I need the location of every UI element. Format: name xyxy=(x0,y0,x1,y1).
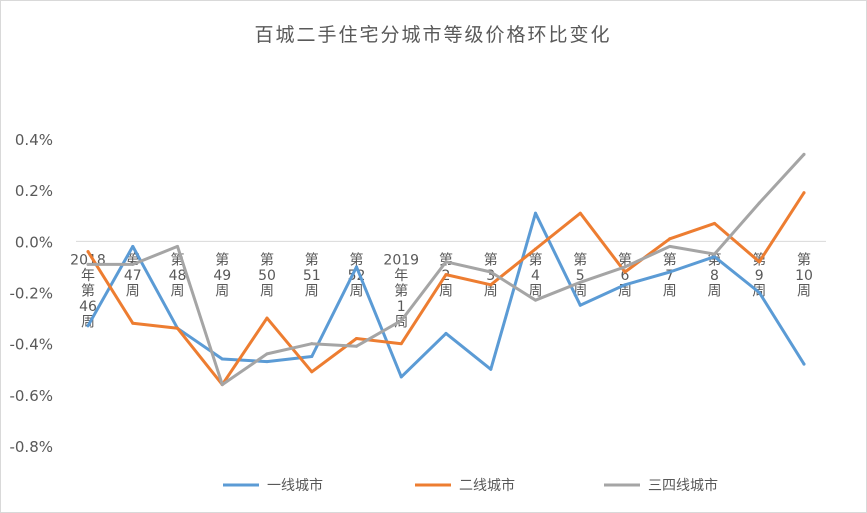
data-point xyxy=(489,283,493,287)
y-tick-label: 0.0% xyxy=(15,233,53,251)
data-point xyxy=(668,270,672,274)
data-point xyxy=(355,265,358,269)
data-point xyxy=(534,247,537,251)
data-point xyxy=(489,367,493,371)
data-point xyxy=(713,221,716,225)
data-point xyxy=(623,270,627,274)
data-point xyxy=(757,201,761,205)
data-point xyxy=(176,244,179,248)
data-point xyxy=(623,283,627,287)
data-point xyxy=(399,342,403,346)
data-point xyxy=(802,362,806,366)
data-point xyxy=(623,265,627,269)
x-tick-label: 第 10 周 xyxy=(795,251,813,299)
data-point xyxy=(131,262,135,266)
data-point xyxy=(310,342,314,346)
x-tick-label: 第 50 周 xyxy=(258,251,276,299)
x-tick-label: 第 51 周 xyxy=(303,251,321,299)
series-layer xyxy=(86,152,806,387)
data-point xyxy=(86,262,90,266)
data-point xyxy=(668,237,672,241)
data-point xyxy=(220,383,224,387)
legend: 一线城市 二线城市 三四线城市 xyxy=(223,477,718,494)
chart-title: 百城二手住宅分城市等级价格环比变化 xyxy=(254,24,611,46)
data-point xyxy=(310,354,314,358)
data-point xyxy=(220,357,224,361)
data-point xyxy=(176,326,179,330)
legend-label: 一线城市 xyxy=(267,477,323,494)
data-point xyxy=(578,280,582,284)
legend-item: 一线城市 xyxy=(223,477,323,494)
data-point xyxy=(668,244,672,248)
data-point xyxy=(578,211,582,215)
data-point xyxy=(713,252,716,256)
y-axis: 0.4% 0.2% 0.0% -0.2% -0.4% -0.6% -0.8% xyxy=(9,131,826,456)
data-point xyxy=(265,316,269,320)
data-point xyxy=(265,360,269,364)
y-tick-label: -0.8% xyxy=(9,438,53,456)
y-tick-label: -0.4% xyxy=(9,336,53,354)
y-tick-label: -0.6% xyxy=(9,387,53,405)
x-tick-label: 第 49 周 xyxy=(213,251,231,299)
legend-label: 二线城市 xyxy=(459,477,515,494)
data-point xyxy=(355,344,358,348)
data-point xyxy=(757,291,761,294)
data-point xyxy=(131,244,135,248)
data-point xyxy=(310,370,314,374)
data-point xyxy=(444,260,448,264)
y-tick-label: -0.2% xyxy=(9,285,53,303)
data-point xyxy=(757,260,761,264)
data-point xyxy=(399,375,403,379)
data-point xyxy=(355,337,358,341)
data-point xyxy=(86,324,90,328)
y-tick-label: 0.4% xyxy=(15,131,53,149)
legend-label: 三四线城市 xyxy=(648,477,718,494)
data-point xyxy=(578,303,582,307)
x-tick-label: 第 48 周 xyxy=(169,251,187,299)
data-point xyxy=(131,321,135,325)
data-point xyxy=(713,255,716,259)
data-point xyxy=(802,191,806,195)
y-tick-label: 0.2% xyxy=(15,182,53,200)
data-point xyxy=(265,352,269,356)
x-tick-label: 第 52 周 xyxy=(348,251,366,299)
data-point xyxy=(86,250,90,254)
data-point xyxy=(399,319,403,323)
legend-item: 二线城市 xyxy=(415,477,515,494)
data-point xyxy=(534,298,537,302)
data-point xyxy=(489,270,493,274)
data-point xyxy=(534,211,537,215)
legend-item: 三四线城市 xyxy=(604,477,718,494)
data-point xyxy=(802,152,806,156)
data-point xyxy=(444,331,448,335)
data-point xyxy=(444,273,448,277)
